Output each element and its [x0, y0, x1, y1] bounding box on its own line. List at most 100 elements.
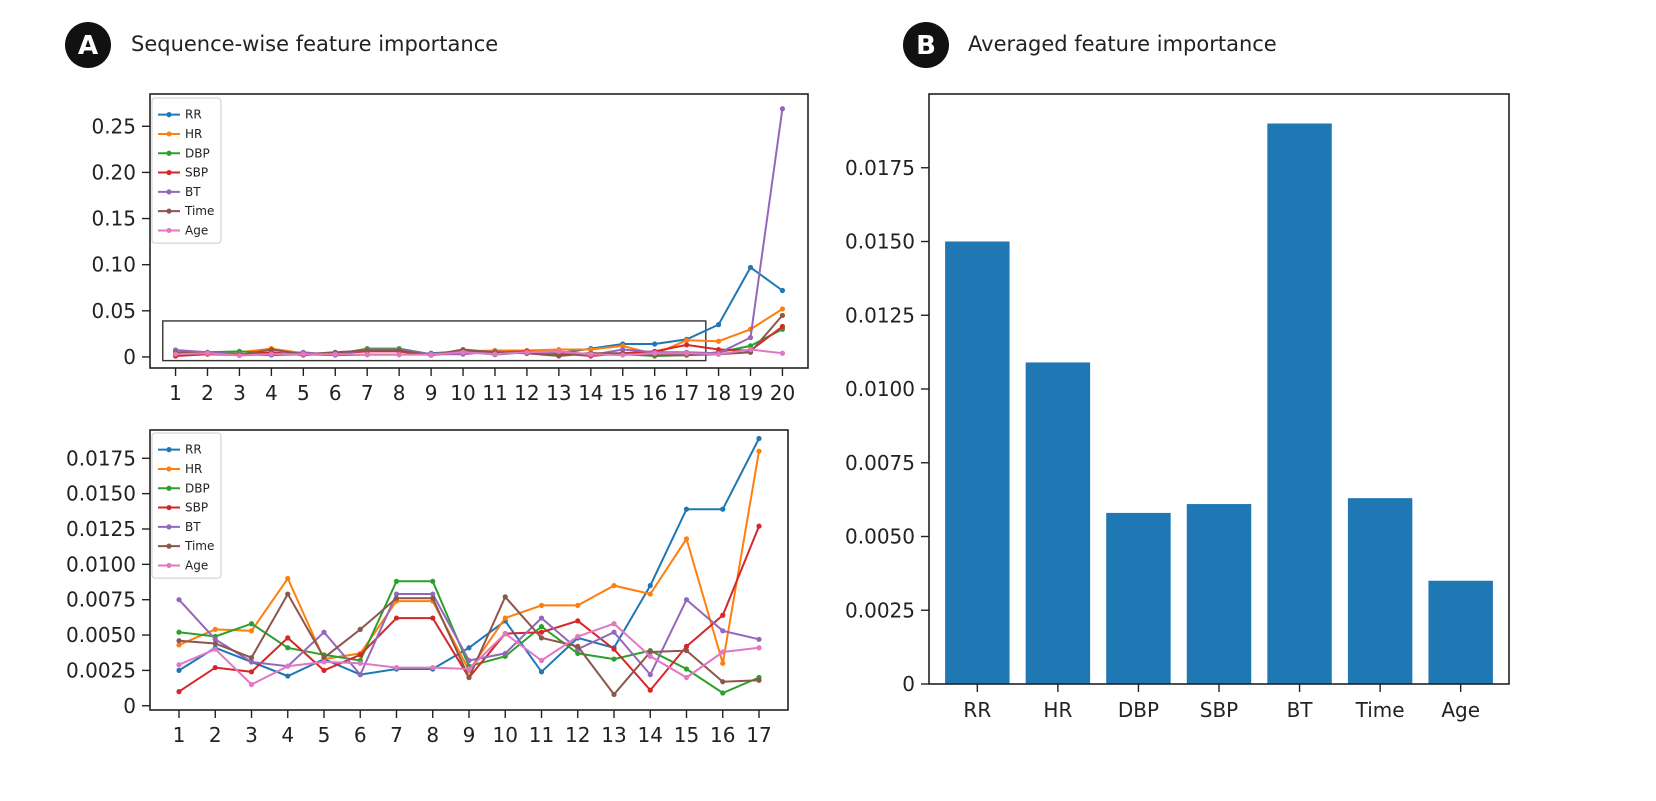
- legend-marker-age: [166, 562, 172, 569]
- chart-averaged-bars: 0 0.0025 0.0050 0.0075 0.0100 0.0125 0.0150 0.0…: [845, 93, 1510, 722]
- data-point-hr: [538, 602, 545, 608]
- y-tick-label: 0.0125: [845, 303, 915, 327]
- data-point-age: [466, 666, 472, 672]
- data-point-sbp: [720, 612, 726, 618]
- y-tick-label: 0.0150: [845, 230, 915, 254]
- data-point-sbp: [285, 635, 291, 641]
- x-tick-label: 13: [546, 381, 571, 405]
- legend-label-bt: BT: [185, 520, 201, 534]
- panel-b-badge-label: B: [916, 31, 936, 61]
- data-point-age: [684, 350, 690, 356]
- data-point-age: [212, 646, 218, 652]
- data-point-bt: [212, 636, 218, 642]
- data-point-bt: [357, 672, 363, 678]
- legend-marker-sbp: [166, 169, 172, 176]
- y-tick-label: 0: [123, 694, 136, 718]
- data-point-hr: [756, 448, 762, 454]
- legend-label-dbp: DBP: [185, 146, 210, 160]
- x-tick-label: 10: [493, 723, 518, 747]
- legend-label-time: Time: [184, 539, 214, 553]
- x-tick-label: Age: [1441, 698, 1480, 722]
- data-point-age: [575, 633, 581, 640]
- x-tick-label: 3: [233, 381, 246, 405]
- data-point-sbp: [779, 323, 786, 330]
- x-tick-label: 6: [354, 723, 367, 747]
- x-tick-label: 12: [565, 723, 590, 747]
- data-point-age: [430, 664, 436, 671]
- x-tick-label: 2: [209, 723, 222, 747]
- x-tick-label: 15: [674, 723, 699, 747]
- legend-marker-hr: [166, 466, 172, 472]
- legend-marker-time: [166, 208, 172, 214]
- data-point-hr: [212, 626, 218, 632]
- data-point-time: [720, 679, 726, 685]
- y-tick-label: 0.0025: [66, 658, 136, 682]
- data-point-time: [502, 594, 508, 600]
- data-point-hr: [715, 338, 722, 344]
- legend-label-dbp: DBP: [185, 481, 210, 495]
- data-point-dbp: [430, 578, 436, 584]
- x-tick-label: 4: [281, 723, 294, 747]
- data-point-bt: [683, 597, 690, 603]
- data-point-hr: [285, 575, 291, 582]
- data-point-time: [248, 655, 255, 661]
- data-point-age: [588, 351, 594, 357]
- legend-marker-age: [166, 227, 172, 234]
- data-point-dbp: [248, 621, 255, 627]
- bar-rr: [945, 241, 1010, 684]
- data-point-dbp: [683, 666, 690, 672]
- y-tick-label: 0.20: [91, 160, 136, 184]
- y-tick-label: 0.15: [91, 207, 136, 231]
- data-point-sbp: [538, 629, 545, 635]
- y-tick-label: 0.0125: [66, 517, 136, 541]
- series-line-bt: [175, 108, 784, 357]
- legend-label-rr: RR: [185, 108, 202, 122]
- panel-b-header: B Averaged feature importance: [903, 22, 1277, 68]
- x-tick-label: DBP: [1118, 698, 1159, 722]
- legend-marker-hr: [166, 131, 172, 137]
- data-point-hr: [684, 337, 690, 343]
- data-point-age: [285, 663, 291, 669]
- y-tick-label: 0.10: [91, 253, 136, 277]
- data-point-sbp: [647, 687, 653, 693]
- data-point-time: [575, 643, 581, 649]
- data-point-sbp: [248, 669, 255, 675]
- data-point-hr: [611, 582, 617, 589]
- x-tick-label: 1: [169, 381, 182, 405]
- y-tick-label: 0.0050: [66, 623, 136, 647]
- panel-a-title: Sequence-wise feature importance: [131, 32, 498, 56]
- y-tick-label: 0: [902, 672, 915, 696]
- data-point-rr: [756, 435, 762, 442]
- data-point-sbp: [321, 667, 327, 674]
- data-point-rr: [683, 506, 690, 512]
- x-tick-label: 7: [390, 723, 403, 747]
- data-point-bt: [430, 591, 436, 597]
- bar-sbp: [1186, 504, 1252, 684]
- data-point-hr: [720, 660, 726, 666]
- panel-a-badge: [65, 22, 111, 68]
- data-point-age: [652, 350, 658, 356]
- chart-sequence-full: 00.050.100.150.200.251 2 3 4 5 6 7 8 9 10 11 12 13 14…: [91, 93, 809, 405]
- x-tick-label: 1: [173, 723, 186, 747]
- data-point-hr: [575, 602, 581, 608]
- legend-marker-dbp: [166, 150, 172, 156]
- legend-marker-sbp: [166, 504, 172, 511]
- data-point-age: [364, 352, 370, 358]
- series-line-age: [175, 348, 783, 357]
- data-point-time: [212, 640, 218, 647]
- bar-dbp: [1106, 512, 1171, 684]
- data-point-sbp: [393, 615, 400, 621]
- bar-time: [1347, 498, 1413, 684]
- data-point-age: [204, 350, 211, 356]
- data-point-sbp: [575, 618, 581, 624]
- data-point-time: [396, 347, 402, 354]
- chart-sequence-zoom: 0 0.0025 0.0050 0.0075 0.0100 0.0125 0.0150 0.0…: [66, 429, 789, 747]
- data-point-bt: [321, 629, 327, 635]
- x-tick-label: 11: [482, 381, 507, 405]
- data-point-time: [285, 591, 291, 597]
- x-tick-label: 10: [450, 381, 475, 405]
- data-point-age: [176, 662, 182, 668]
- y-tick-label: 0.0175: [845, 156, 915, 180]
- legend-label-sbp: SBP: [185, 501, 208, 515]
